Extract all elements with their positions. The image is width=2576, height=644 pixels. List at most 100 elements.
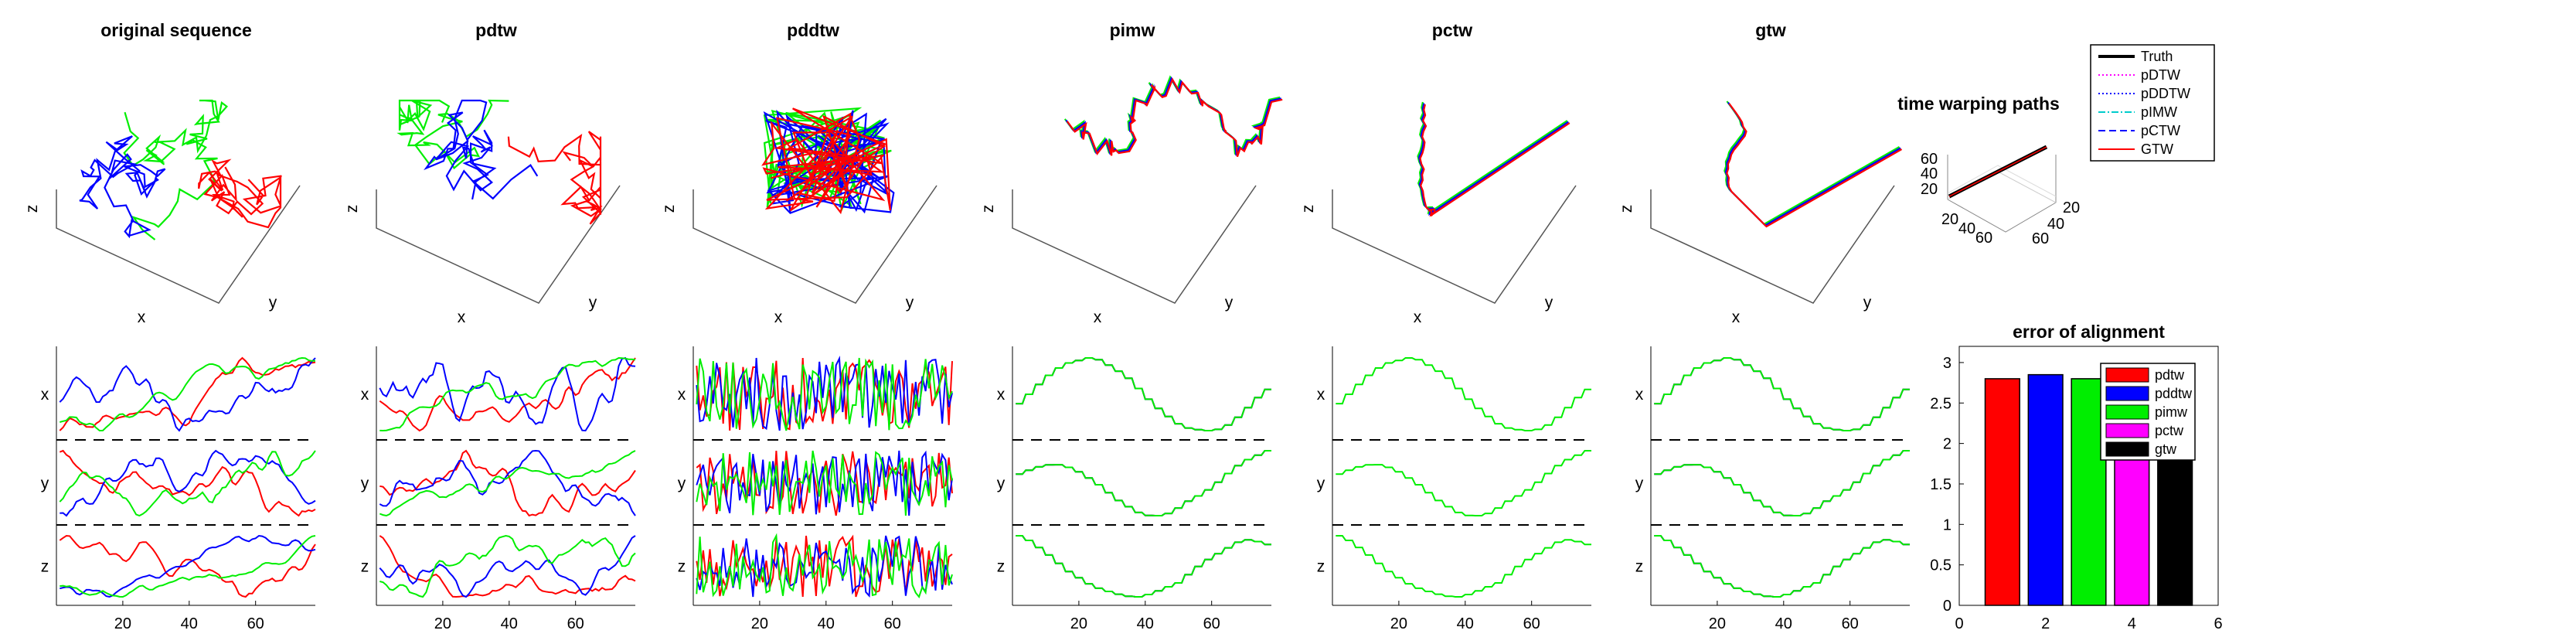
bar-pdtw — [1984, 378, 2020, 606]
panel-time-5: 20 40 60 x y z — [1635, 346, 1910, 632]
trajectory-series-0 — [1417, 101, 1568, 215]
legend-label-4: pCTW — [2141, 123, 2180, 138]
legend-label-0: pdtw — [2155, 367, 2185, 383]
row-label-y: y — [41, 475, 49, 492]
row-label-z: z — [361, 558, 369, 576]
series-line-z — [379, 535, 636, 598]
row-label-z: z — [41, 558, 49, 576]
y-tick-label: 2.5 — [1930, 395, 1952, 412]
row-label-z: z — [997, 558, 1006, 576]
series-line-y — [379, 449, 636, 516]
series-line-x — [59, 357, 316, 432]
legend-label-3: pIMW — [2141, 104, 2177, 120]
row-label-z: z — [1635, 558, 1644, 576]
panel-time-2: 20 40 60 x y z — [678, 346, 953, 632]
y-axis-label: y — [906, 294, 914, 312]
panel-title: error of alignment — [2013, 322, 2165, 342]
y-tick: 20 — [2063, 199, 2080, 216]
x-tick-label: 2 — [2041, 615, 2050, 632]
series-line-z — [696, 534, 953, 598]
trajectory-series-1 — [1065, 76, 1281, 156]
series-line-z — [1654, 535, 1910, 598]
series-line-y — [59, 450, 316, 517]
x-tick-label: 40 — [818, 615, 835, 632]
trajectory-series-2 — [507, 131, 603, 225]
axis-box — [692, 185, 938, 304]
x-tick-label: 60 — [247, 615, 264, 632]
bar-legend: pdtw pddtw pimw pctw gtw — [2100, 363, 2196, 461]
row-label-x: x — [41, 386, 49, 404]
series-line-y — [59, 449, 316, 517]
series-line-y — [1654, 450, 1910, 516]
panel-3d-5: gtw x y z — [1618, 20, 1903, 326]
z-axis-label: z — [660, 205, 678, 213]
x-tick-label: 60 — [884, 615, 901, 632]
legend-label-2: pDDTW — [2141, 86, 2190, 101]
y-tick-label: 3 — [1943, 355, 1952, 372]
gtw-path — [1948, 146, 2047, 197]
panel-title: gtw — [1755, 20, 1786, 40]
series-line-y — [1016, 450, 1271, 516]
panel-3d-1: pdtw x y z — [343, 20, 621, 326]
x-tick-label: 20 — [114, 615, 131, 632]
z-tick: 40 — [1921, 165, 1938, 182]
series-line-x — [59, 356, 316, 431]
trajectory-series-1 — [1417, 103, 1569, 216]
x-tick-label: 40 — [181, 615, 198, 632]
panel-title: time warping paths — [1897, 94, 2060, 114]
series-line-z — [59, 534, 316, 598]
x-axis-label: x — [458, 308, 466, 326]
x-tick: 60 — [1975, 230, 1992, 247]
row-label-x: x — [997, 386, 1006, 404]
y-tick-label: 0.5 — [1930, 557, 1952, 574]
trajectory-series-1 — [424, 99, 539, 200]
series-line-y — [1016, 450, 1271, 516]
x-tick-label: 20 — [1070, 615, 1087, 632]
x-axis-label: x — [1414, 308, 1422, 326]
legend-label-3: pctw — [2155, 423, 2184, 438]
series-line-x — [379, 356, 636, 432]
series-line-x — [379, 356, 636, 432]
legend-swatch-2 — [2105, 404, 2149, 420]
panel-title: pimw — [1110, 20, 1155, 40]
series-line-x — [1016, 357, 1271, 431]
x-tick: 40 — [1958, 220, 1975, 237]
series-line-x — [696, 357, 953, 431]
series-line-x — [1654, 357, 1910, 431]
panel-3d-2: pddtw x y z — [660, 20, 938, 326]
row-label-x: x — [1317, 386, 1325, 404]
series-line-z — [60, 535, 316, 598]
panel-time-0: 20 40 60 x y z — [41, 346, 316, 632]
x-tick-label: 40 — [501, 615, 518, 632]
axis-box — [376, 185, 621, 304]
legend-label-4: gtw — [2155, 441, 2177, 457]
series-line-x — [696, 357, 953, 431]
x-tick-label: 20 — [751, 615, 768, 632]
paths-grid — [1947, 165, 2057, 197]
series-line-y — [696, 450, 953, 516]
series-line-z — [60, 534, 316, 598]
row-label-x: x — [678, 386, 686, 404]
series-line-y — [696, 450, 953, 516]
row-label-y: y — [678, 475, 686, 492]
paths-axis-box — [1947, 155, 2057, 233]
panel-time-1: 20 40 60 x y z — [361, 346, 636, 632]
row-label-x: x — [1635, 386, 1644, 404]
series-line-x — [379, 357, 636, 432]
z-axis-label: z — [1618, 205, 1635, 213]
x-tick-label: 40 — [1457, 615, 1474, 632]
y-tick-label: 2 — [1943, 436, 1952, 453]
legend-label-2: pimw — [2155, 404, 2188, 420]
panel-3d-0: original sequence x y z — [23, 20, 301, 326]
x-tick-label: 40 — [1775, 615, 1792, 632]
series-line-z — [1336, 535, 1591, 598]
series-line-z — [379, 534, 636, 598]
y-tick-label: 1 — [1943, 516, 1952, 533]
legend-swatch-4 — [2105, 441, 2149, 457]
z-tick: 60 — [1921, 151, 1938, 168]
legend-label-1: pddtw — [2155, 386, 2193, 401]
series-line-z — [696, 533, 953, 599]
